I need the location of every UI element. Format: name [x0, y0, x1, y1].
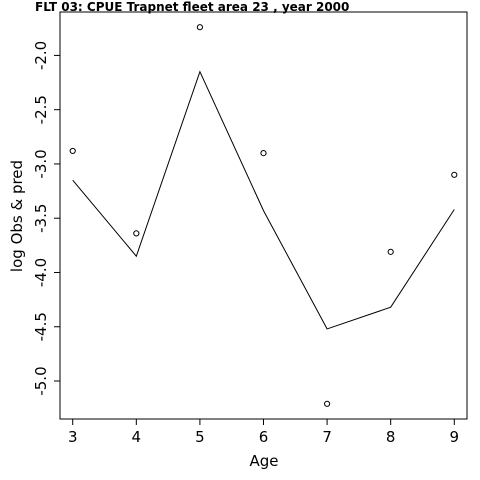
y-axis-label: log Obs & pred: [8, 160, 26, 272]
observed-point: [133, 230, 140, 237]
y-tick-label: -3.0: [32, 149, 50, 178]
x-tick-label: 7: [322, 428, 332, 446]
plot-area: [69, 24, 458, 407]
observed-point: [451, 171, 458, 178]
x-tick-label: 9: [450, 428, 460, 446]
predicted-line: [72, 70, 455, 330]
x-tick-label: 4: [132, 428, 142, 446]
x-tick-label: 8: [386, 428, 396, 446]
y-tick-label: -3.5: [32, 204, 50, 233]
observed-point: [196, 24, 204, 31]
observed-point: [387, 248, 394, 255]
x-axis: 3 4 5 6 7 8 9: [68, 419, 459, 446]
y-axis: -5.0 -4.5 -4.0 -3.5 -3.0 -2.5 -2.0: [32, 41, 60, 396]
y-tick-label: -4.5: [32, 312, 50, 341]
x-axis-label: Age: [249, 452, 278, 470]
y-tick-label: -2.0: [32, 41, 50, 70]
x-tick-label: 3: [68, 428, 78, 446]
x-tick-label: 5: [195, 428, 205, 446]
y-tick-label: -5.0: [32, 366, 50, 395]
y-tick-label: -2.5: [32, 95, 50, 124]
x-tick-label: 6: [259, 428, 269, 446]
y-tick-label: -4.0: [32, 258, 50, 287]
observed-point: [323, 400, 331, 407]
observed-point: [69, 147, 76, 155]
observed-point: [260, 149, 267, 157]
chart-title: FLT 03: CPUE Trapnet fleet area 23 , yea…: [35, 0, 349, 14]
